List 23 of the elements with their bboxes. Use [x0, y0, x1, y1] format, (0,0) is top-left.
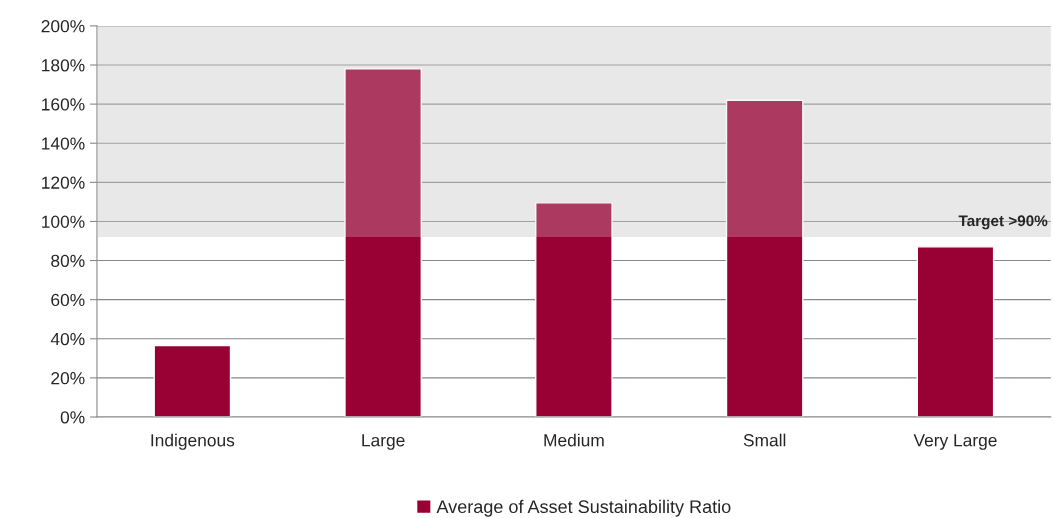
- y-tick-label: 140%: [42, 137, 85, 150]
- bar: [916, 246, 995, 417]
- y-tick-label: 120%: [42, 176, 85, 189]
- y-tick-label: 40%: [50, 332, 85, 346]
- y-tick-label: 160%: [42, 98, 85, 111]
- legend-label: Average of Asset Sustainability Ratio: [436, 499, 731, 517]
- bar: [153, 344, 232, 417]
- bar: [344, 68, 422, 417]
- bar: [535, 202, 613, 417]
- y-tick-label: 0%: [60, 411, 85, 424]
- x-tick-label: Very Large: [913, 434, 997, 450]
- band-label: Target >90%: [958, 215, 1048, 230]
- y-tick-label: 80%: [51, 254, 85, 268]
- x-tick-label: Large: [362, 434, 405, 450]
- y-tick-label: 180%: [42, 59, 85, 72]
- x-tick-label: Small: [743, 433, 786, 447]
- y-tick-label: 100%: [42, 215, 85, 228]
- x-tick-label: Medium: [544, 433, 604, 447]
- y-tick-label: 60%: [51, 293, 85, 307]
- bar: [725, 99, 804, 417]
- y-tick-label: 20%: [51, 372, 85, 385]
- x-tick-label: Indigenous: [151, 433, 235, 450]
- y-tick-label: 200%: [41, 20, 85, 33]
